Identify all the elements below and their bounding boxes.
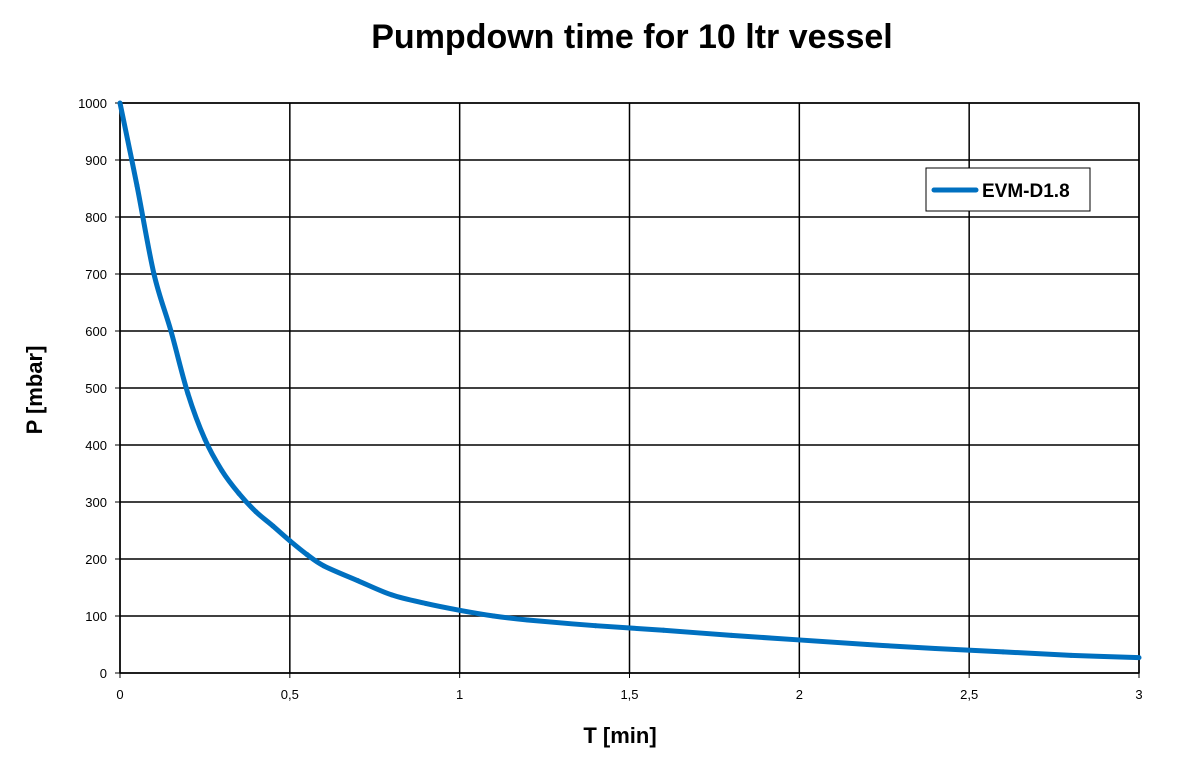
series-layer <box>117 100 1142 661</box>
data-point <box>525 617 531 623</box>
x-tick-label: 0,5 <box>281 687 299 702</box>
data-point <box>423 600 429 606</box>
data-point <box>253 509 259 515</box>
y-tick-label: 100 <box>85 609 107 624</box>
y-tick-label: 200 <box>85 552 107 567</box>
data-point <box>932 645 938 651</box>
y-tick-label: 700 <box>85 267 107 282</box>
x-tick-label: 2,5 <box>960 687 978 702</box>
data-point <box>287 538 293 544</box>
x-tick-label: 0 <box>116 687 123 702</box>
data-point <box>864 642 870 647</box>
data-point <box>1136 655 1142 661</box>
data-point <box>134 183 140 189</box>
data-point <box>457 607 463 613</box>
y-tick-label: 800 <box>85 210 107 225</box>
y-tick-label: 1000 <box>78 96 107 111</box>
data-point <box>185 391 191 397</box>
data-point <box>1000 649 1006 655</box>
data-point <box>796 637 802 643</box>
x-axis-ticks: 0 0,5 1 1,5 2 2,5 3 <box>116 673 1143 702</box>
y-tick-label: 0 <box>100 666 107 681</box>
y-tick-label: 900 <box>85 153 107 168</box>
data-point <box>236 490 242 496</box>
data-point <box>168 328 174 334</box>
y-tick-label: 500 <box>85 381 107 396</box>
x-axis-label: T [min] <box>583 723 656 748</box>
legend-label: EVM-D1.8 <box>982 181 1070 202</box>
data-point <box>660 627 666 633</box>
x-tick-label: 1 <box>456 687 463 702</box>
data-point <box>355 578 361 584</box>
y-tick-label: 600 <box>85 324 107 339</box>
legend: EVM-D1.8 <box>925 167 1091 212</box>
x-tick-label: 1,5 <box>620 687 638 702</box>
data-point <box>491 613 497 619</box>
data-point <box>728 632 734 638</box>
data-point <box>151 271 157 277</box>
y-axis-label: P [mbar] <box>22 346 47 435</box>
data-point <box>219 468 225 474</box>
x-tick-label: 3 <box>1135 687 1142 702</box>
x-tick-label: 2 <box>796 687 803 702</box>
data-point <box>270 523 276 529</box>
data-point <box>117 100 123 106</box>
data-point <box>389 592 395 598</box>
y-axis-ticks: 0 100 200 300 400 500 600 700 800 900 1000 <box>78 96 120 681</box>
data-point <box>593 623 599 629</box>
data-point <box>304 551 310 557</box>
series-line <box>117 102 1140 661</box>
chart-title: Pumpdown time for 10 ltr vessel <box>371 18 892 56</box>
data-point <box>202 436 208 442</box>
data-point <box>1068 652 1074 658</box>
data-point <box>321 563 327 569</box>
y-tick-label: 400 <box>85 438 107 453</box>
y-tick-label: 300 <box>85 495 107 510</box>
